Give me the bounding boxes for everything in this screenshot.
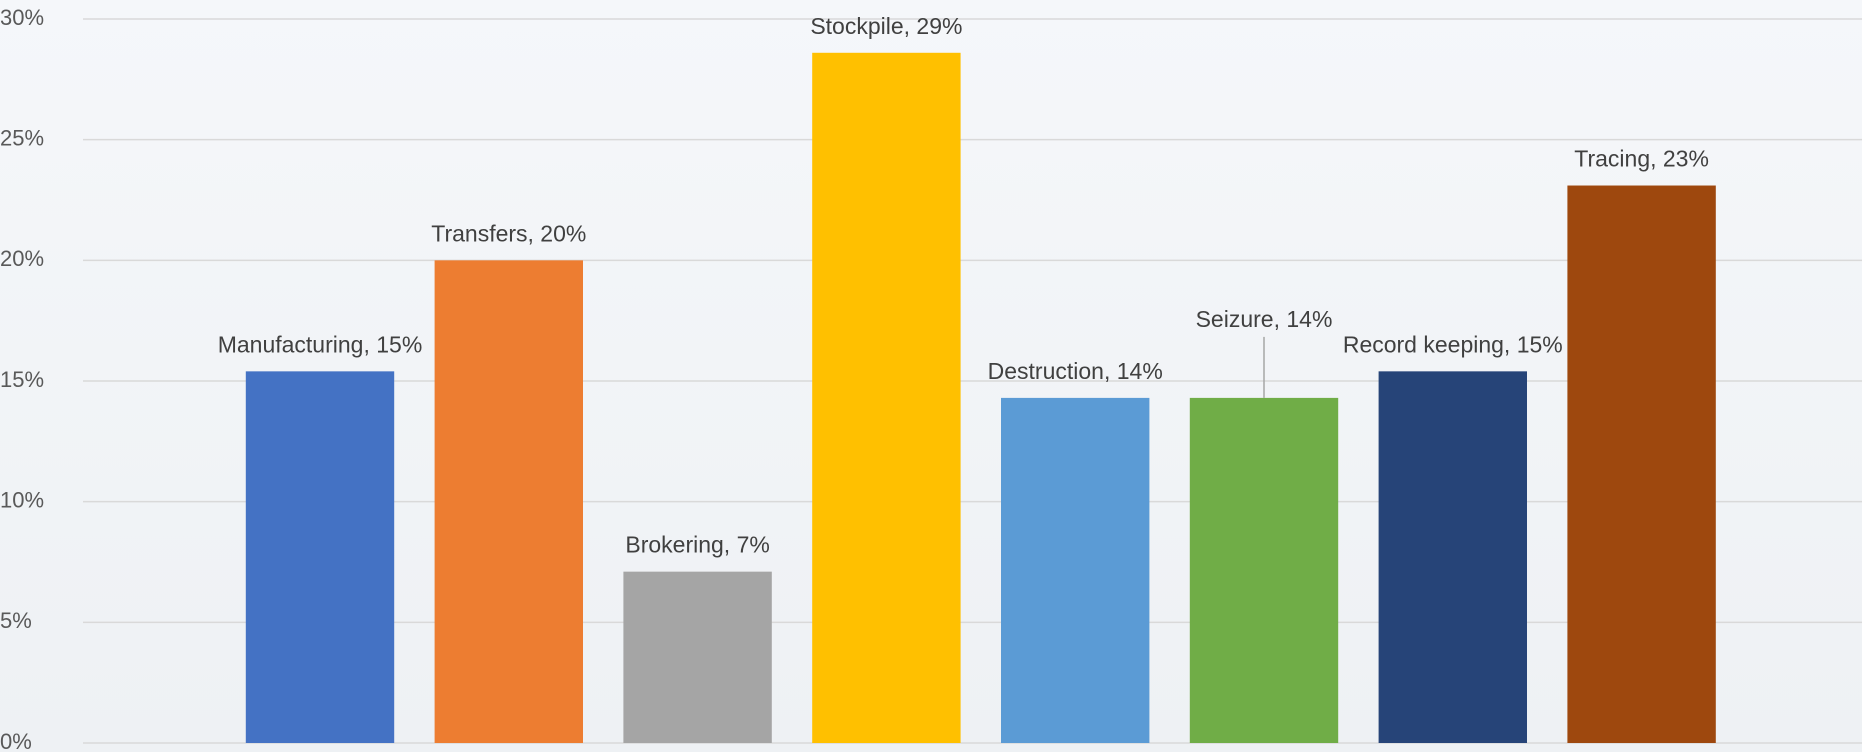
data-label: Tracing, 23% <box>1574 146 1709 172</box>
data-label: Manufacturing, 15% <box>218 331 423 357</box>
y-tick-label: 20% <box>0 246 44 271</box>
data-label: Record keeping, 15% <box>1343 331 1563 357</box>
y-tick-label: 10% <box>0 487 44 512</box>
y-tick-label: 25% <box>0 125 44 150</box>
y-tick-label: 0% <box>0 729 32 752</box>
chart: 0% 5% 10% 15% 20% 25% 30% Manufacturing, 15% Tra… <box>0 0 1862 752</box>
data-label: Destruction, 14% <box>988 358 1163 384</box>
y-tick-label: 30% <box>0 5 44 30</box>
data-label: Stockpile, 29% <box>810 13 962 39</box>
bar <box>435 260 583 743</box>
bar <box>623 572 771 743</box>
bar <box>1567 186 1715 743</box>
data-label: Brokering, 7% <box>625 532 769 558</box>
bar <box>246 371 394 743</box>
page: {"chart_data": {"type": "bar", "value_la… <box>0 0 1862 752</box>
bar <box>812 53 960 743</box>
bar <box>1190 398 1338 743</box>
bar <box>1001 398 1149 743</box>
data-label: Seizure, 14% <box>1196 306 1333 332</box>
bar <box>1379 371 1527 743</box>
data-label: Transfers, 20% <box>431 220 586 246</box>
y-tick-label: 15% <box>0 367 44 392</box>
y-tick-label: 5% <box>0 608 32 633</box>
